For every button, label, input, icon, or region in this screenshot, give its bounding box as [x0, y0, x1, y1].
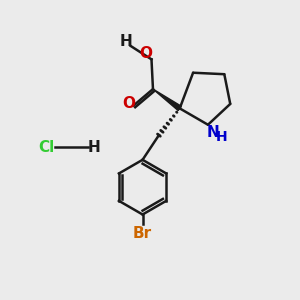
Polygon shape — [153, 89, 181, 111]
Text: O: O — [122, 96, 135, 111]
Text: H: H — [87, 140, 100, 154]
Text: H: H — [216, 130, 228, 144]
Text: O: O — [139, 46, 152, 61]
Text: Br: Br — [133, 226, 152, 242]
Text: Cl: Cl — [38, 140, 54, 154]
Text: N: N — [207, 125, 220, 140]
Text: H: H — [120, 34, 133, 49]
